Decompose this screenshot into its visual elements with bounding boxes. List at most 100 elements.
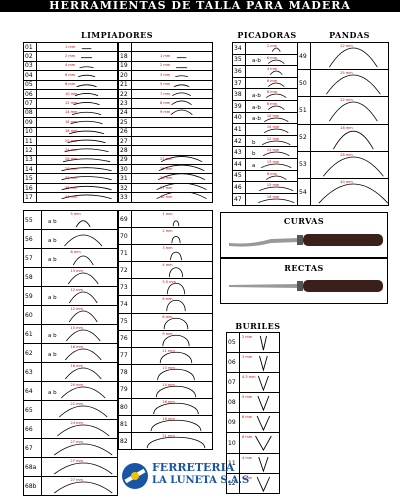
tool-profile-cell: 4 mm (246, 66, 301, 77)
size-label: 4 mm (65, 63, 76, 68)
tool-row: 19 2 mm (119, 61, 212, 72)
profile-variant-label: a-b (252, 104, 261, 111)
tool-row: 25 (119, 118, 212, 128)
tool-profile-cell: 3 mm (240, 353, 279, 372)
size-label: 6 mm (65, 72, 76, 77)
tool-profile-cell: 14 mm (37, 109, 117, 117)
tool-number (119, 43, 132, 52)
tool-profile-icon (79, 66, 94, 68)
size-label: 26 mm (160, 176, 173, 181)
tool-row: 07 4.5 mm (227, 373, 279, 394)
size-label: 8 mm (242, 435, 253, 440)
tool-row: 11 20 mm (24, 136, 117, 147)
tool-row: 39 6 mm a-b (233, 100, 301, 113)
tool-profile-cell: 4 mm (132, 262, 212, 278)
tool-profile-cell: 4 mm (37, 62, 117, 70)
tool-profile-icon (267, 59, 285, 64)
size-label: 22 mm (340, 98, 353, 103)
tool-profile-icon (266, 175, 287, 180)
tool-row (119, 43, 212, 53)
tool-number: 72 (119, 262, 132, 279)
tool-profile-cell: 1 mm (37, 43, 117, 51)
size-label: 5.5 mm (162, 280, 176, 285)
tool-profile-icon (255, 436, 272, 452)
tool-number: 26 (119, 127, 132, 136)
gubias-table-right: 69 1 mm 70 2 mm 71 3 mm 72 4 mm 73 5.5 mm 74 6 mm 75… (118, 210, 213, 451)
profile-variant-label: a-b (252, 93, 261, 100)
tool-number: 33 (119, 193, 132, 203)
size-label: 40 mm (65, 194, 78, 199)
tool-number: 40 (233, 112, 246, 124)
tool-row: 28 (119, 146, 212, 156)
tool-profile-cell: 6 mm (246, 78, 301, 89)
tool-profile-icon (61, 194, 112, 200)
tool-profile-icon (266, 93, 287, 99)
size-label: 8 mm (162, 314, 173, 319)
size-label: 22 mm (160, 157, 173, 162)
size-label: 20 mm (65, 138, 78, 143)
tool-profile-icon (329, 47, 378, 68)
tool-number: 76 (119, 330, 132, 347)
tool-row: 12 24 mm (24, 146, 117, 156)
size-label: 28 mm (340, 152, 353, 157)
tool-row: 51 22 mm (298, 97, 388, 125)
size-label: 4 mm (242, 455, 253, 460)
tool-profile-cell: 12 mm (42, 306, 117, 324)
curvas-title: CURVAS (283, 216, 325, 226)
tool-number: 09 (24, 118, 37, 127)
tool-profile-cell: 11 mm (132, 348, 212, 364)
tool-profile-icon (166, 300, 186, 312)
tool-profile-icon (176, 57, 187, 59)
tool-row: 81 18 mm (119, 416, 212, 434)
tool-profile-cell: 20 mm (37, 137, 117, 145)
tool-profile-cell: 5.5 mm (132, 279, 212, 295)
tool-number: 49 (298, 43, 311, 70)
tool-profile-cell: 8 mm (132, 99, 212, 107)
tool-row: 16 35 mm (24, 183, 117, 194)
tool-row: 71 3 mm (119, 245, 212, 263)
tool-number: 01 (24, 43, 37, 52)
tool-profile-cell: 21 mm (132, 433, 212, 450)
size-label: 2 mm (160, 63, 171, 68)
tool-profile-cell: 9 mm (132, 331, 212, 347)
tool-number: 68a (24, 458, 42, 476)
tool-row: 50 25 mm (298, 70, 388, 98)
tool-profile-cell: 12 mm a b (42, 287, 117, 305)
tool-row: 26 (119, 127, 212, 137)
size-label: 6 mm (266, 78, 278, 83)
tool-number: 17 (24, 193, 37, 203)
tool-row: 20 3 mm (119, 71, 212, 81)
tool-profile-icon (132, 146, 212, 154)
size-label: 2 mm (162, 229, 173, 234)
tool-profile-cell: 25 mm (311, 70, 388, 96)
tool-profile-icon (76, 83, 97, 87)
tool-row: 38 8 mm a-b (233, 89, 301, 101)
tool-profile-icon (81, 48, 92, 50)
size-label: 6 mm (242, 475, 253, 480)
size-label: 14 mm (162, 382, 175, 387)
tool-row: 08 14 mm (24, 108, 117, 119)
tool-profile-icon (271, 47, 281, 52)
tool-row: 58 13 mm (24, 268, 117, 287)
tool-row: 82 21 mm (119, 433, 212, 451)
tool-number: 44 (233, 158, 246, 170)
tool-profile-icon (258, 456, 269, 473)
size-label: 18 mm (340, 125, 353, 130)
tool-row: 06 10 mm (24, 89, 117, 100)
rectas-photo: RECTAS (220, 258, 388, 304)
size-label: 2 mm (242, 335, 253, 339)
size-label: 6 mm (266, 55, 278, 60)
tool-number: 10 (24, 127, 37, 136)
tool-profile-cell: 12 mm (37, 99, 117, 107)
tool-number: 63 (24, 363, 42, 381)
tool-profile-cell: 16 mm (246, 194, 301, 206)
tool-profile-cell: 6 mm (132, 296, 212, 312)
tool-profile-icon (267, 105, 285, 110)
tool-number: 11 (24, 136, 37, 146)
size-label: 25 mm (160, 166, 173, 171)
tool-profile-icon (132, 137, 212, 145)
tool-number: 02 (24, 52, 37, 61)
size-label: 5 mm (242, 395, 253, 400)
tool-row: 11 4 mm (227, 453, 279, 474)
tool-row: 13 26 mm (24, 155, 117, 166)
